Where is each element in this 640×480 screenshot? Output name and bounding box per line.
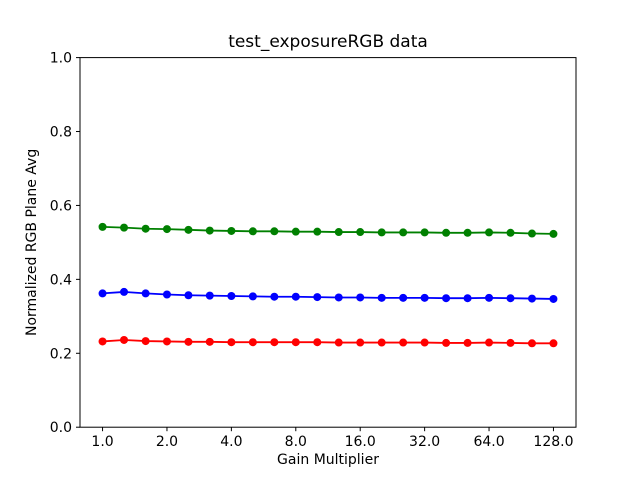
data-point-blue [463, 294, 472, 303]
data-point-red [334, 338, 343, 347]
data-point-blue [270, 292, 279, 301]
data-point-red [291, 338, 300, 347]
data-point-green [420, 228, 429, 237]
data-point-red [205, 337, 214, 346]
data-point-blue [98, 289, 107, 298]
data-point-red [356, 338, 365, 347]
data-point-green [506, 228, 515, 237]
series-line-red [102, 339, 554, 345]
data-point-green [141, 224, 150, 233]
series-line-green [102, 225, 554, 235]
data-point-blue [506, 294, 515, 303]
data-point-red [527, 339, 536, 348]
x-tick-label: 32.0 [409, 434, 440, 450]
data-point-green [205, 226, 214, 235]
y-tick-label: 0.6 [50, 198, 72, 214]
data-point-green [313, 227, 322, 236]
data-point-green [399, 228, 408, 237]
x-axis-label: Gain Multiplier [277, 452, 379, 468]
data-point-blue [442, 294, 451, 303]
data-point-red [227, 338, 236, 347]
data-point-green [184, 225, 193, 234]
data-point-red [399, 338, 408, 347]
data-point-blue [527, 294, 536, 303]
data-point-blue [162, 290, 171, 299]
data-point-red [485, 338, 494, 347]
data-point-green [98, 222, 107, 231]
axis-layer: 1.0 2.0 4.0 8.0 16.0 32.0 64.0 128.0 0.0 0.2 0.4 0.… [50, 51, 574, 451]
data-point-red [120, 335, 129, 344]
data-point-blue [420, 293, 429, 302]
data-point-red [377, 338, 386, 347]
chart-title: test_exposureRGB data [228, 32, 428, 52]
data-point-green [162, 225, 171, 234]
y-tick-label: 0.8 [50, 125, 72, 141]
x-tick-label: 8.0 [285, 434, 307, 450]
series-layer [98, 222, 558, 348]
data-point-blue [485, 293, 494, 302]
data-point-blue [356, 293, 365, 302]
data-point-red [420, 338, 429, 347]
data-point-green [442, 228, 451, 237]
y-tick-label: 0.2 [50, 346, 72, 362]
data-point-red [184, 337, 193, 346]
x-tick-label: 128.0 [533, 434, 573, 450]
y-tick-label: 1.0 [50, 51, 72, 67]
data-point-blue [549, 294, 558, 303]
x-tick-label: 4.0 [220, 434, 242, 450]
data-point-green [227, 226, 236, 235]
series-line-blue [102, 291, 554, 300]
data-point-red [248, 338, 257, 347]
x-tick-label: 64.0 [473, 434, 504, 450]
data-point-red [141, 337, 150, 346]
data-point-blue [184, 291, 193, 300]
data-point-blue [120, 287, 129, 296]
data-point-green [549, 229, 558, 238]
data-point-green [463, 228, 472, 237]
x-tick-label: 1.0 [91, 434, 113, 450]
data-point-blue [227, 291, 236, 300]
data-point-red [549, 339, 558, 348]
data-point-blue [334, 293, 343, 302]
data-point-green [527, 229, 536, 238]
data-point-blue [248, 292, 257, 301]
y-tick-label: 0.4 [50, 272, 72, 288]
data-point-green [356, 228, 365, 237]
data-point-blue [313, 293, 322, 302]
data-point-green [485, 228, 494, 237]
data-point-green [270, 227, 279, 236]
data-point-green [334, 228, 343, 237]
data-point-blue [205, 291, 214, 300]
plot-border [79, 57, 577, 428]
data-point-green [291, 227, 300, 236]
data-point-green [120, 223, 129, 232]
data-point-red [162, 337, 171, 346]
data-point-red [270, 338, 279, 347]
data-point-red [98, 337, 107, 346]
data-point-green [248, 227, 257, 236]
data-point-blue [377, 293, 386, 302]
data-point-red [313, 338, 322, 347]
data-point-blue [399, 293, 408, 302]
data-point-green [377, 228, 386, 237]
data-point-red [442, 338, 451, 347]
x-tick-label: 16.0 [345, 434, 376, 450]
data-point-blue [291, 292, 300, 301]
y-axis-label: Normalized RGB Plane Avg [24, 149, 40, 336]
data-point-blue [141, 289, 150, 298]
x-tick-label: 2.0 [156, 434, 178, 450]
data-point-red [506, 338, 515, 347]
data-point-red [463, 338, 472, 347]
y-tick-label: 0.0 [50, 420, 72, 436]
